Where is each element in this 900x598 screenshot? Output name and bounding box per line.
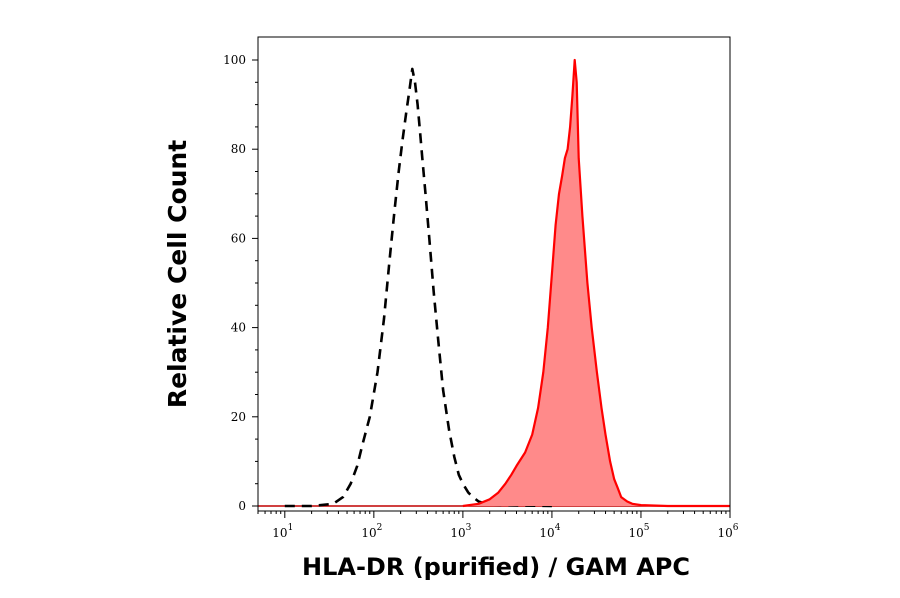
x-tick-label-3: 103	[450, 523, 471, 540]
series-area-fill-1	[462, 60, 730, 506]
y-tick-label-60: 60	[231, 231, 246, 245]
ticks-layer: 0 20 40 60 80 100 101 102 103 104 105 106	[223, 53, 739, 540]
series-line-1	[462, 58, 730, 508]
series-line-0	[284, 67, 552, 508]
y-axis-title: Relative Cell Count	[163, 140, 192, 408]
x-axis-title: HLA-DR (purified) / GAM APC	[302, 553, 690, 581]
y-tick-label-80: 80	[231, 142, 246, 156]
x-tick-label-1: 101	[272, 523, 293, 540]
y-tick-label-20: 20	[231, 410, 246, 424]
x-tick-label-2: 102	[361, 523, 382, 540]
x-tick-label-5: 105	[628, 523, 649, 540]
series-layer	[258, 58, 730, 508]
y-tick-label-100: 100	[223, 53, 246, 67]
plot-frame	[257, 36, 731, 512]
x-tick-label-4: 104	[539, 523, 560, 540]
y-tick-label-0: 0	[238, 499, 246, 513]
x-tick-label-6: 106	[717, 523, 738, 540]
y-tick-label-40: 40	[231, 321, 246, 335]
